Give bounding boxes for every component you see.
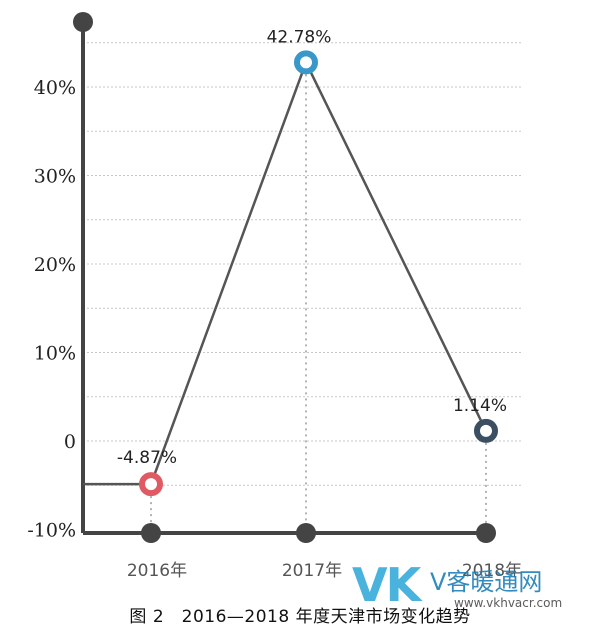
- y-tick-label: -10%: [27, 520, 76, 542]
- chart: 40% 30% 20% 10% 0 -10% 2016年 2017年 2018年 -4.87%…: [27, 12, 522, 581]
- x-axis-marker: [476, 523, 496, 543]
- x-tick-label: 2016年: [127, 561, 187, 581]
- x-axis-markers: [141, 523, 496, 543]
- y-axis-top-cap: [73, 12, 93, 32]
- data-points: [139, 50, 498, 497]
- x-axis-marker: [296, 523, 316, 543]
- data-label: 42.78%: [267, 27, 332, 47]
- x-tick-label: 2018年: [462, 561, 522, 581]
- x-tick-label: 2017年: [282, 561, 342, 581]
- y-tick-labels: 40% 30% 20% 10% 0 -10%: [27, 77, 76, 542]
- data-label: -4.87%: [117, 448, 177, 468]
- series-line: [83, 59, 488, 486]
- y-tick-label: 0: [64, 431, 76, 453]
- figure-caption: 图 2 2016—2018 年度天津市场变化趋势: [129, 607, 471, 627]
- series-line-path: [83, 59, 488, 486]
- drop-lines: [150, 62, 487, 533]
- y-tick-label: 20%: [34, 254, 76, 276]
- y-tick-label: 10%: [34, 343, 76, 365]
- data-point: [294, 50, 318, 75]
- y-tick-label: 40%: [34, 77, 76, 99]
- y-tick-label: 30%: [34, 166, 76, 188]
- data-labels: -4.87% 42.78% 1.14%: [117, 27, 507, 468]
- x-tick-labels: 2016年 2017年 2018年: [127, 561, 522, 581]
- data-point: [474, 418, 498, 443]
- data-point: [139, 472, 163, 497]
- x-axis-marker: [141, 523, 161, 543]
- data-label: 1.14%: [453, 396, 507, 416]
